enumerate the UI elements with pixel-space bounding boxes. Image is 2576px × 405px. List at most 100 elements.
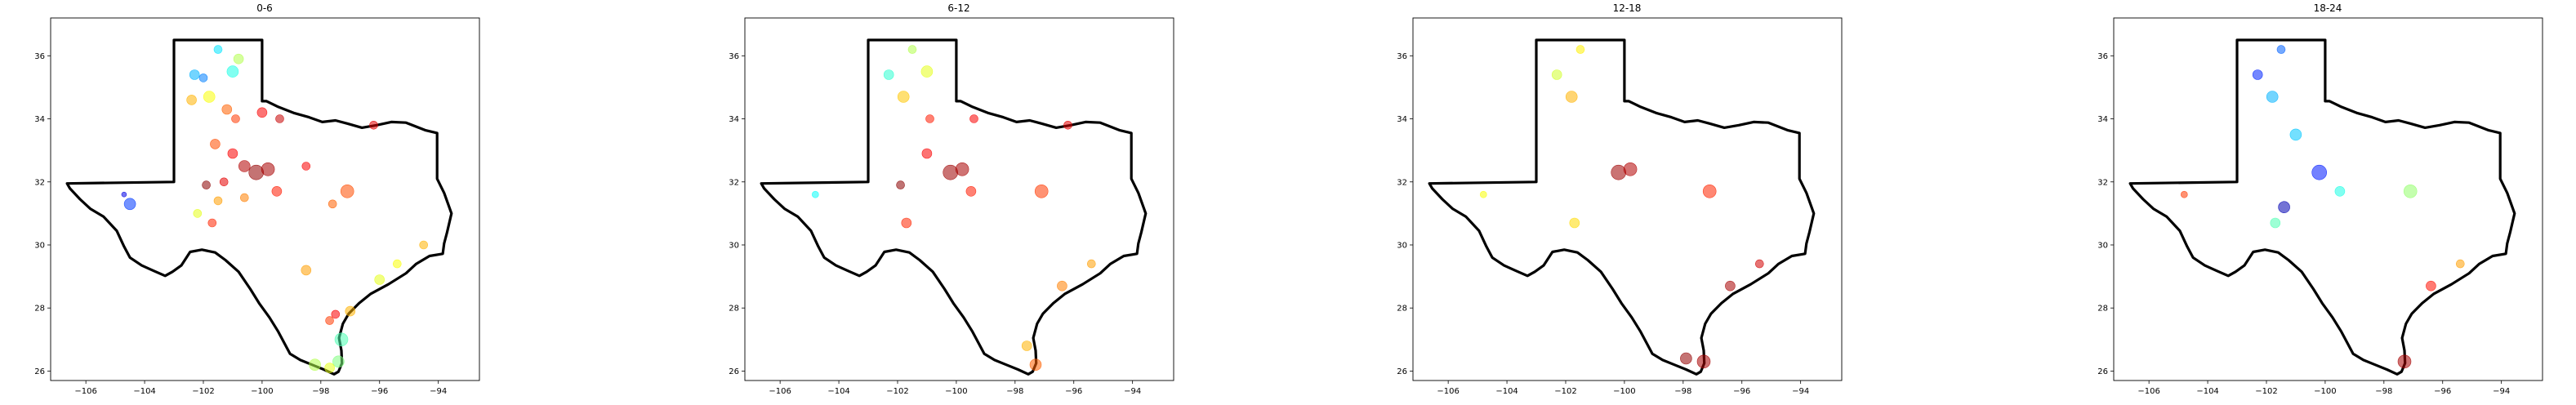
station-point	[226, 65, 239, 78]
panel-title: 18-24	[2314, 2, 2342, 14]
station-point	[2289, 128, 2302, 141]
station-point	[275, 114, 284, 123]
station-point	[2455, 259, 2465, 269]
station-point	[2181, 190, 2188, 198]
x-tick-label: −106	[1437, 387, 1459, 396]
y-tick-label: 34	[2097, 115, 2108, 124]
station-point	[1702, 185, 1717, 198]
y-tick-label: 36	[2097, 52, 2108, 61]
x-tick-label: −106	[769, 387, 791, 396]
station-point	[925, 114, 934, 123]
x-tick-label: −100	[2314, 387, 2336, 396]
x-tick-label: −102	[192, 387, 214, 396]
panel-4: 18-24 −106 −104 −102 −100 −98 −96 −94 26 28 30 32…	[2097, 2, 2543, 396]
station-point	[261, 162, 275, 176]
station-point	[193, 209, 203, 218]
y-tick-label: 32	[729, 178, 739, 187]
panel-3: 12-18 −106 −104 −102 −100 −98 −96 −94 26 28 30 32…	[1397, 2, 1843, 396]
station-point	[227, 148, 238, 159]
station-point	[345, 305, 356, 317]
station-point	[374, 274, 386, 285]
station-point	[271, 186, 283, 197]
station-point	[943, 164, 958, 180]
x-tick-label: −104	[1495, 387, 1518, 396]
station-point	[207, 218, 217, 228]
y-tick-label: 28	[1397, 305, 1407, 314]
station-point	[2276, 45, 2286, 54]
station-point	[907, 45, 917, 54]
station-point	[240, 193, 249, 202]
station-point	[213, 196, 223, 206]
station-point	[2270, 217, 2281, 229]
station-point	[331, 309, 341, 319]
x-tick-label: −96	[371, 387, 388, 396]
station-point	[1569, 217, 1580, 229]
station-point	[238, 160, 251, 172]
station-point	[248, 164, 264, 180]
station-point	[325, 316, 334, 325]
y-tick-label: 26	[34, 367, 45, 376]
station-point	[2426, 280, 2436, 292]
y-tick-label: 34	[34, 115, 45, 124]
station-point	[901, 217, 912, 229]
station-point	[301, 162, 311, 171]
station-point	[1057, 280, 1067, 292]
y-axis-ticks: 26 28 30 32 34 36	[2097, 52, 2114, 376]
y-tick-label: 32	[2097, 178, 2108, 187]
x-tick-label: −96	[1733, 387, 1750, 396]
station-point	[2311, 164, 2327, 180]
texas-outline	[2128, 38, 2516, 376]
station-point	[2403, 185, 2418, 198]
scatter-points	[1480, 45, 1764, 369]
station-point	[1754, 259, 1764, 269]
station-point	[219, 177, 229, 187]
y-axis-ticks: 26 28 30 32 34 36	[1397, 52, 1413, 376]
x-tick-label: −94	[2493, 387, 2510, 396]
texas-outline	[65, 38, 453, 376]
y-tick-label: 30	[729, 241, 739, 250]
station-point	[1021, 340, 1032, 351]
x-tick-label: −98	[2375, 387, 2392, 396]
station-point	[1551, 69, 1562, 80]
station-point	[2278, 201, 2290, 213]
panel-title: 0-6	[256, 2, 273, 14]
y-tick-label: 30	[2097, 241, 2108, 250]
y-tick-label: 26	[1397, 367, 1407, 376]
station-point	[2252, 69, 2263, 80]
y-tick-label: 36	[729, 52, 739, 61]
x-tick-label: −98	[312, 387, 329, 396]
axes-frame	[744, 17, 1174, 381]
station-point	[1034, 185, 1049, 198]
panel-1: 0-6 −106 −104 −102 −100 −98 −96 −94 26 28 30 32 34…	[34, 2, 480, 396]
station-point	[1623, 162, 1638, 176]
station-point	[1086, 259, 1096, 269]
station-point	[1680, 352, 1692, 365]
station-point	[897, 91, 910, 103]
scatter-points	[2181, 45, 2465, 369]
x-tick-label: −100	[251, 387, 273, 396]
y-tick-label: 28	[34, 305, 45, 314]
x-tick-label: −106	[74, 387, 96, 396]
station-point	[2397, 354, 2412, 369]
station-point	[256, 107, 268, 118]
y-tick-label: 36	[34, 52, 45, 61]
station-point	[213, 45, 223, 54]
x-axis-ticks: −106 −104 −102 −100 −98 −96 −94	[769, 381, 1141, 396]
x-tick-label: −102	[2255, 387, 2277, 396]
station-point	[1565, 91, 1578, 103]
station-point	[955, 162, 969, 176]
station-point	[392, 259, 402, 269]
x-axis-ticks: −106 −104 −102 −100 −98 −96 −94	[1437, 381, 1809, 396]
station-point	[334, 332, 349, 347]
station-point	[210, 139, 221, 149]
station-point	[186, 95, 197, 105]
station-point	[340, 185, 354, 198]
axes-frame	[2113, 17, 2543, 381]
axes-frame	[50, 17, 480, 381]
y-tick-label: 26	[2097, 367, 2108, 376]
station-point	[301, 265, 312, 276]
station-point	[121, 191, 127, 198]
x-tick-label: −100	[945, 387, 967, 396]
station-point	[328, 199, 337, 209]
station-point	[419, 240, 429, 250]
